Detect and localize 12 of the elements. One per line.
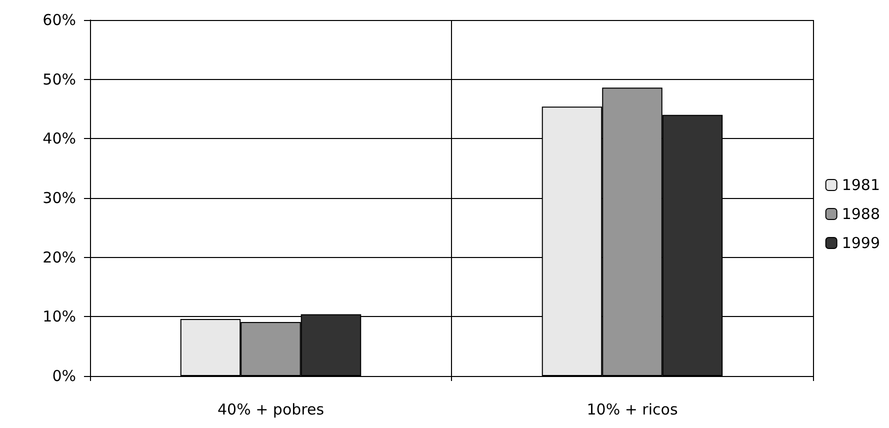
legend-label: 1981 [842, 176, 880, 194]
y-tick-label: 50% [42, 70, 76, 88]
x-tick-label: 10% + ricos [586, 400, 678, 418]
legend-label: 1988 [842, 205, 880, 223]
y-tick-label: 20% [42, 248, 76, 266]
x-tick-label: 40% + pobres [217, 400, 324, 418]
y-tick-label: 0% [52, 367, 76, 385]
y-tick-label: 30% [42, 189, 76, 207]
y-tick-label: 40% [42, 130, 76, 148]
legend-label: 1999 [842, 234, 880, 252]
y-tick-label: 10% [42, 308, 76, 326]
y-tick-label: 60% [42, 11, 76, 29]
